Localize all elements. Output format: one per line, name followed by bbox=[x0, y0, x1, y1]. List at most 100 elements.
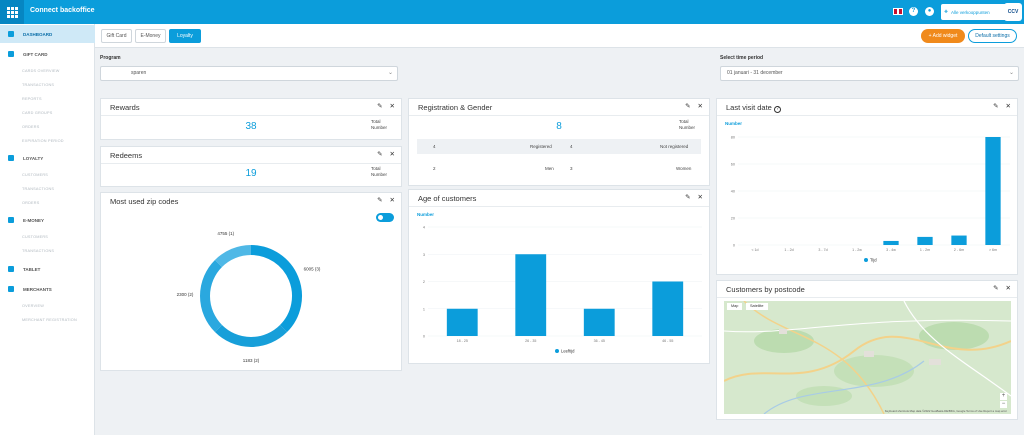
y-tick-label: 1 bbox=[423, 307, 425, 311]
sidebar-item-loyalty[interactable]: Loyalty bbox=[0, 149, 95, 167]
y-tick-label: 3 bbox=[423, 253, 425, 257]
sidebar: Dashboard Gift card Cards overview Trans… bbox=[0, 24, 95, 435]
widget-title: Redeems bbox=[110, 151, 143, 160]
zip-codes-donut-chart: 6005 (3) 1183 (2) 2300 (2) 4755 (1) bbox=[177, 231, 321, 363]
pencil-icon[interactable]: ✎ bbox=[685, 194, 691, 201]
zoom-in-button[interactable]: + bbox=[1000, 393, 1007, 400]
widget-title: Registration & Gender bbox=[418, 103, 493, 112]
y-tick-label: 0 bbox=[733, 244, 735, 248]
sidebar-item-expiration-period[interactable]: Expiration period bbox=[22, 139, 64, 143]
donut-slice bbox=[250, 245, 302, 333]
pencil-icon[interactable]: ✎ bbox=[377, 103, 383, 110]
tab-e-money[interactable]: E-Money bbox=[135, 29, 166, 43]
add-widget-button[interactable]: + Add widget bbox=[921, 29, 965, 43]
x-tick-label: > 6m bbox=[989, 248, 997, 252]
bar bbox=[446, 308, 478, 336]
chart-type-toggle[interactable] bbox=[376, 213, 394, 222]
default-settings-button[interactable]: Default settings bbox=[968, 29, 1017, 43]
registration-widget: Registration & Gender ✎ ✕ 8 Total Number 4… bbox=[408, 98, 710, 186]
period-label: Select time period bbox=[720, 55, 764, 61]
tab-loyalty[interactable]: Loyalty bbox=[169, 29, 201, 43]
x-tick-label: 26 - 35 bbox=[525, 339, 536, 343]
user-icon[interactable]: ● bbox=[925, 7, 934, 16]
emoney-icon bbox=[8, 217, 14, 223]
x-tick-label: 1 - 2m bbox=[920, 248, 930, 252]
help-icon[interactable]: ? bbox=[909, 7, 918, 16]
pencil-icon[interactable]: ✎ bbox=[377, 151, 383, 158]
donut-slice bbox=[214, 324, 288, 347]
bar bbox=[917, 236, 933, 245]
uk-flag-icon[interactable] bbox=[893, 8, 903, 15]
apps-menu-button[interactable] bbox=[0, 0, 24, 24]
sidebar-item-customers[interactable]: Customers bbox=[22, 235, 48, 239]
widget-title: Most used zip codes bbox=[110, 197, 179, 206]
sidebar-item-orders[interactable]: Orders bbox=[22, 201, 40, 205]
close-icon[interactable]: ✕ bbox=[697, 194, 703, 201]
ccv-logo: CCV bbox=[1004, 3, 1022, 21]
bar bbox=[652, 281, 684, 336]
pencil-icon[interactable]: ✎ bbox=[685, 103, 691, 110]
postcode-map[interactable]: Map Satellite + − Keyboard shortcuts Map… bbox=[724, 301, 1011, 414]
sidebar-item-customers[interactable]: Customers bbox=[22, 173, 48, 177]
map-background bbox=[724, 301, 1011, 414]
satellite-tab[interactable]: Satellite bbox=[746, 303, 768, 310]
registration-total-value: 8 bbox=[556, 121, 562, 132]
sidebar-item-merchants[interactable]: Merchants bbox=[0, 280, 95, 298]
sidebar-item-cards-overview[interactable]: Cards overview bbox=[22, 69, 60, 73]
tab-gift-card[interactable]: Gift Card bbox=[101, 29, 132, 43]
sidebar-item-overview[interactable]: Overview bbox=[22, 304, 44, 308]
gender-row: 2 Men 3 Women bbox=[433, 166, 692, 171]
program-select[interactable]: sparen ⌄ bbox=[100, 66, 398, 81]
widget-title: Age of customers bbox=[418, 194, 477, 203]
total-label: Total Number bbox=[371, 119, 388, 130]
x-tick-label: 1 - 2w bbox=[852, 248, 862, 252]
map-tab[interactable]: Map bbox=[727, 303, 743, 310]
legend-marker bbox=[555, 349, 559, 353]
zoom-out-button[interactable]: − bbox=[1000, 401, 1007, 408]
sidebar-item-card-groups[interactable]: Card groups bbox=[22, 111, 53, 115]
period-select[interactable]: 01 januari - 31 december ⌄ bbox=[720, 66, 1019, 81]
sidebar-item-transactions[interactable]: Transactions bbox=[22, 187, 55, 191]
help-icon[interactable]: ? bbox=[773, 106, 781, 113]
map-footer: Keyboard shortcuts Map data ©2022 GeoBas… bbox=[884, 409, 1007, 413]
apps-icon bbox=[6, 6, 18, 18]
bar bbox=[515, 254, 547, 336]
redeems-value: 19 bbox=[245, 168, 257, 179]
tablet-icon bbox=[8, 266, 14, 272]
y-tick-label: 20 bbox=[731, 217, 735, 221]
registered-row: 4 Registered 4 Not registered bbox=[417, 139, 701, 154]
close-icon[interactable]: ✕ bbox=[389, 197, 395, 204]
sidebar-item-dashboard[interactable]: Dashboard bbox=[0, 25, 95, 43]
sidebar-item-transactions[interactable]: Transactions bbox=[22, 249, 55, 253]
pencil-icon[interactable]: ✎ bbox=[993, 103, 999, 110]
store-select[interactable]: ❖ Alle verkooppunten ✎ bbox=[941, 4, 1011, 20]
merchants-icon bbox=[8, 286, 14, 292]
x-tick-label: 36 - 45 bbox=[594, 339, 605, 343]
sidebar-item-reports[interactable]: Reports bbox=[22, 97, 42, 101]
y-tick-label: 4 bbox=[423, 226, 425, 230]
sidebar-item-tablet[interactable]: Tablet bbox=[0, 260, 95, 278]
loyalty-icon bbox=[8, 155, 14, 161]
pencil-icon[interactable]: ✎ bbox=[993, 285, 999, 292]
sidebar-item-gift-card[interactable]: Gift card bbox=[0, 45, 95, 63]
sidebar-item-transactions[interactable]: Transactions bbox=[22, 83, 55, 87]
program-select-value: sparen bbox=[131, 70, 147, 76]
bar bbox=[985, 137, 1001, 245]
sidebar-item-e-money[interactable]: E-Money bbox=[0, 211, 95, 229]
x-tick-label: < 1d bbox=[751, 248, 758, 252]
dashboard-icon bbox=[8, 31, 14, 37]
close-icon[interactable]: ✕ bbox=[1005, 285, 1011, 292]
pencil-icon[interactable]: ✎ bbox=[377, 197, 383, 204]
sidebar-item-label: E-Money bbox=[23, 217, 45, 223]
y-tick-label: 0 bbox=[423, 335, 425, 339]
sidebar-item-merchant-registration[interactable]: Merchant registration bbox=[22, 318, 77, 322]
total-label: Total Number bbox=[679, 119, 696, 130]
close-icon[interactable]: ✕ bbox=[389, 151, 395, 158]
close-icon[interactable]: ✕ bbox=[389, 103, 395, 110]
sidebar-item-orders[interactable]: Orders bbox=[22, 125, 40, 129]
close-icon[interactable]: ✕ bbox=[697, 103, 703, 110]
y-tick-label: 40 bbox=[731, 190, 735, 194]
close-icon[interactable]: ✕ bbox=[1005, 103, 1011, 110]
total-label: Total Number bbox=[371, 166, 388, 177]
program-label: Program bbox=[100, 55, 121, 61]
